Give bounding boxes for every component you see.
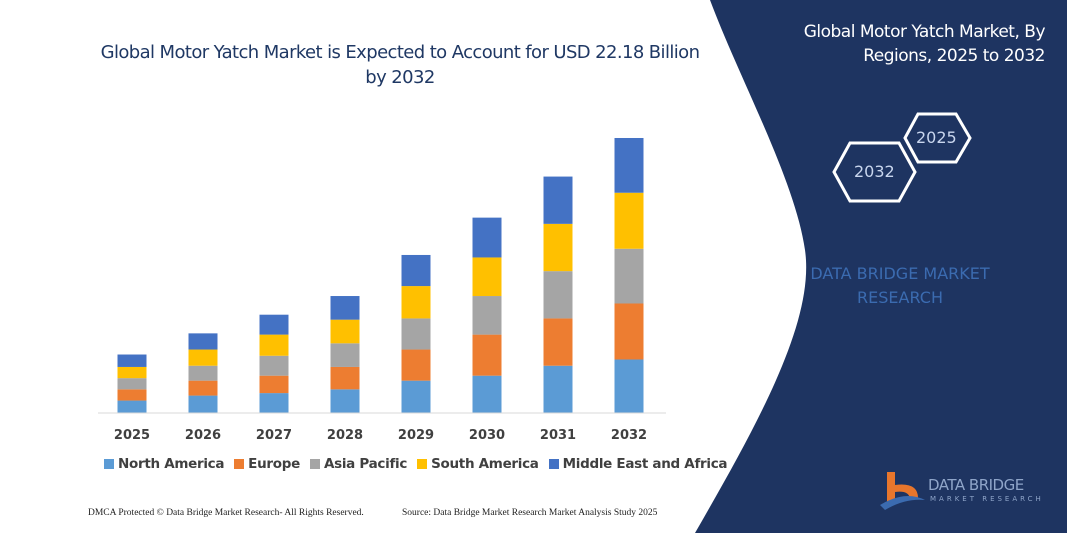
bar-2025-asia-pacific [117, 378, 147, 390]
chart-legend: North America Europe Asia Pacific South Ame… [104, 456, 728, 472]
x-tick-2027: 2027 [256, 428, 292, 443]
bar-2026-north-america [188, 395, 218, 413]
bar-2025-europe [117, 389, 147, 401]
logo-icon [880, 472, 925, 510]
bar-2029-south-america [401, 286, 431, 319]
bar-2027-asia-pacific [259, 355, 289, 376]
legend-swatch [104, 459, 114, 469]
bar-2030-middle-east-and-africa [472, 217, 502, 258]
bar-2030-north-america [472, 375, 502, 413]
x-tick-2025: 2025 [114, 428, 150, 443]
legend-label: Europe [248, 456, 300, 472]
bar-2026-asia-pacific [188, 365, 218, 381]
bar-2026-south-america [188, 349, 218, 366]
bar-2027-south-america [259, 334, 289, 356]
x-tick-2031: 2031 [540, 428, 576, 443]
chart-plot [117, 137, 644, 413]
side-title: Global Motor Yatch Market, By Regions, 2… [803, 22, 1046, 66]
bar-2028-north-america [330, 389, 360, 413]
bar-2031-middle-east-and-africa [543, 176, 573, 224]
bar-2031-south-america [543, 223, 573, 272]
x-tick-labels: 2025 2026 2027 2028 2029 2030 2031 2032 [114, 428, 647, 443]
bar-2028-south-america [330, 319, 360, 344]
hexagon-2032-label: 2032 [854, 162, 895, 181]
bar-2028-europe [330, 366, 360, 390]
x-tick-2029: 2029 [398, 428, 434, 443]
legend-item-middle-east-and-africa: Middle East and Africa [548, 456, 728, 472]
bar-2031-asia-pacific [543, 271, 573, 319]
footer-source: Source: Data Bridge Market Research Mark… [402, 508, 658, 518]
bar-2029-middle-east-and-africa [401, 254, 431, 287]
chart-title: Global Motor Yatch Market is Expected to… [100, 42, 700, 88]
x-tick-2032: 2032 [611, 428, 647, 443]
x-tick-2030: 2030 [469, 428, 505, 443]
hexagon-2025-label: 2025 [916, 128, 957, 147]
legend-label: Middle East and Africa [562, 456, 728, 472]
x-tick-2028: 2028 [327, 428, 363, 443]
legend-swatch [417, 459, 428, 469]
bar-2029-europe [401, 349, 431, 381]
legend-item-asia-pacific: Asia Pacific [309, 456, 408, 472]
legend-swatch [234, 459, 245, 469]
bar-2030-asia-pacific [472, 296, 502, 335]
bar-2029-asia-pacific [401, 318, 431, 350]
bar-2032-north-america [614, 359, 644, 413]
bar-2031-europe [543, 318, 573, 366]
bar-2026-middle-east-and-africa [188, 333, 218, 350]
bar-2028-asia-pacific [330, 343, 360, 367]
x-tick-2026: 2026 [185, 428, 221, 443]
bar-2027-middle-east-and-africa [259, 314, 289, 335]
bar-2030-south-america [472, 257, 502, 297]
bar-2030-europe [472, 334, 502, 376]
logo-subtitle: MARKET RESEARCH [930, 495, 1044, 503]
bar-2025-north-america [117, 400, 147, 413]
legend-item-europe: Europe [234, 456, 300, 472]
legend-swatch [548, 459, 559, 469]
bar-2031-north-america [543, 365, 573, 413]
bar-2025-middle-east-and-africa [117, 354, 147, 367]
legend-item-south-america: South America [417, 456, 539, 472]
legend-swatch [309, 459, 320, 469]
bar-2025-south-america [117, 366, 147, 379]
legend-label: South America [431, 456, 539, 472]
footer-copyright: DMCA Protected © Data Bridge Market Rese… [88, 508, 364, 518]
bar-2028-middle-east-and-africa [330, 296, 360, 320]
bar-2026-europe [188, 380, 218, 396]
legend-label: Asia Pacific [323, 456, 408, 472]
hexagon-2025 [903, 112, 972, 164]
bar-2027-north-america [259, 393, 289, 413]
logo-name: DATA BRIDGE [928, 476, 1024, 494]
bar-2032-asia-pacific [614, 248, 644, 304]
hexagon-2032 [832, 141, 917, 203]
bar-2029-north-america [401, 380, 431, 413]
legend-item-north-america: North America [104, 456, 224, 472]
bar-2032-europe [614, 303, 644, 360]
bar-2027-europe [259, 375, 289, 394]
watermark-text: DATA BRIDGE MARKET RESEARCH [810, 264, 990, 307]
bar-2032-middle-east-and-africa [614, 137, 644, 193]
side-panel [695, 0, 1067, 533]
bar-2032-south-america [614, 192, 644, 249]
legend-label: North America [118, 456, 225, 472]
